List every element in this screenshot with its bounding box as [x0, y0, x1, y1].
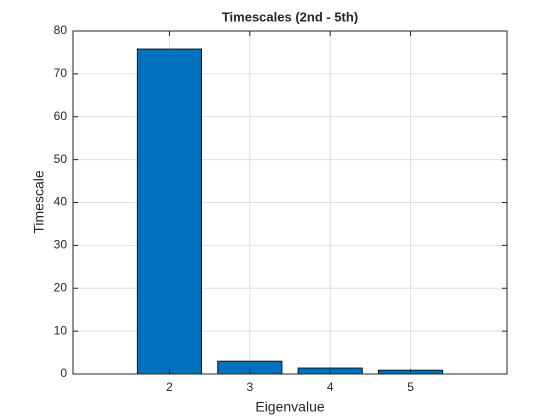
y-tick-label: 70 — [54, 66, 68, 80]
x-tick-label: 5 — [407, 380, 414, 394]
y-tick-label: 50 — [54, 152, 68, 166]
plot-area: 0 10 20 30 40 50 60 70 80 2 3 4 5 — [54, 23, 508, 394]
x-tick-label: 4 — [327, 380, 334, 394]
y-tick-label: 20 — [54, 280, 68, 294]
y-tick-label: 30 — [54, 238, 68, 252]
y-tick-label: 40 — [54, 195, 68, 209]
y-tick-label: 0 — [60, 366, 67, 380]
chart-title: Timescales (2nd - 5th) — [222, 9, 358, 24]
bar — [136, 48, 202, 375]
y-tick-label: 80 — [54, 23, 68, 37]
x-tick-label: 2 — [166, 380, 173, 394]
y-tick-label: 10 — [54, 323, 68, 337]
y-axis-label: Timescale — [31, 170, 47, 233]
x-axis-label: Eigenvalue — [255, 399, 324, 415]
x-tick-label: 3 — [246, 380, 253, 394]
y-tick-label: 60 — [54, 109, 68, 123]
